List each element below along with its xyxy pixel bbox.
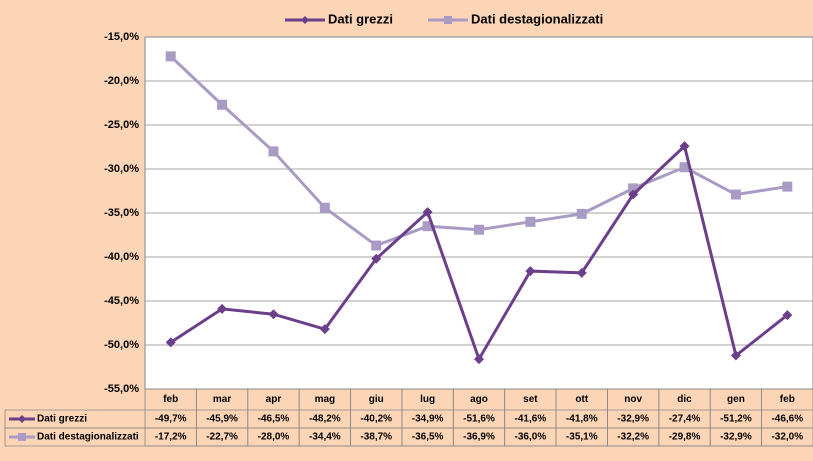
data-label: -27,4% bbox=[669, 414, 701, 425]
x-tick-label: mag bbox=[315, 394, 336, 405]
y-tick-label: -25,0% bbox=[104, 119, 139, 131]
x-tick-label: dic bbox=[677, 394, 692, 405]
data-label: -36,9% bbox=[463, 432, 495, 443]
legend-label: Dati grezzi bbox=[328, 11, 393, 26]
marker bbox=[679, 162, 690, 173]
marker bbox=[474, 354, 484, 365]
data-label: -36,5% bbox=[412, 432, 444, 443]
y-tick-label: -35,0% bbox=[104, 207, 139, 219]
marker bbox=[319, 202, 330, 213]
marker bbox=[525, 216, 536, 227]
data-label: -29,8% bbox=[669, 432, 701, 443]
x-tick-label: feb bbox=[780, 394, 795, 405]
marker bbox=[217, 303, 228, 314]
data-label: -32,2% bbox=[617, 432, 649, 443]
y-tick-label: -30,0% bbox=[104, 163, 139, 175]
marker bbox=[628, 189, 639, 200]
y-tick-label: -15,0% bbox=[104, 31, 139, 43]
data-label: -34,4% bbox=[309, 432, 341, 443]
x-tick-label: set bbox=[523, 394, 538, 405]
marker bbox=[525, 266, 536, 277]
data-label: -48,2% bbox=[309, 414, 341, 425]
marker bbox=[628, 183, 639, 194]
x-tick-label: lug bbox=[420, 394, 435, 405]
legend-marker bbox=[301, 16, 309, 24]
data-label: -41,8% bbox=[566, 414, 598, 425]
data-label: -22,7% bbox=[206, 432, 238, 443]
table-series-name: Dati grezzi bbox=[37, 414, 87, 425]
data-label: -32,9% bbox=[720, 432, 752, 443]
data-label: -28,0% bbox=[258, 432, 290, 443]
data-label: -51,6% bbox=[463, 414, 495, 425]
data-label: -46,5% bbox=[258, 414, 290, 425]
data-label: -35,1% bbox=[566, 432, 598, 443]
marker bbox=[782, 181, 793, 192]
data-label: -17,2% bbox=[155, 432, 187, 443]
marker bbox=[422, 207, 433, 218]
data-label: -51,2% bbox=[720, 414, 752, 425]
marker bbox=[730, 350, 741, 361]
legend-marker bbox=[18, 415, 26, 423]
data-label: -38,7% bbox=[360, 432, 392, 443]
legend-marker bbox=[18, 433, 26, 441]
x-tick-label: gen bbox=[727, 394, 745, 405]
y-tick-label: -50,0% bbox=[104, 339, 139, 351]
x-tick-label: apr bbox=[266, 394, 282, 405]
y-tick-label: -45,0% bbox=[104, 295, 139, 307]
marker bbox=[576, 267, 587, 278]
y-tick-label: -20,0% bbox=[104, 75, 139, 87]
data-label: -49,7% bbox=[155, 414, 187, 425]
data-label: -40,2% bbox=[360, 414, 392, 425]
marker bbox=[371, 240, 382, 251]
marker bbox=[679, 141, 690, 152]
x-tick-label: ott bbox=[575, 394, 588, 405]
data-label: -46,6% bbox=[771, 414, 803, 425]
marker bbox=[371, 253, 382, 264]
y-tick-label: -40,0% bbox=[104, 251, 139, 263]
x-tick-label: giu bbox=[369, 394, 384, 405]
marker bbox=[422, 221, 433, 232]
y-tick-label: -55,0% bbox=[104, 383, 139, 395]
data-label: -32,9% bbox=[617, 414, 649, 425]
data-label: -36,0% bbox=[515, 432, 547, 443]
marker bbox=[165, 51, 176, 62]
marker bbox=[474, 224, 484, 235]
x-tick-label: nov bbox=[624, 394, 642, 405]
x-tick-label: feb bbox=[163, 394, 178, 405]
legend-marker bbox=[444, 16, 453, 24]
marker bbox=[576, 208, 587, 219]
marker bbox=[165, 337, 176, 348]
x-tick-label: mar bbox=[213, 394, 231, 405]
x-tick-label: ago bbox=[470, 394, 488, 405]
marker bbox=[217, 99, 228, 110]
data-label: -32,0% bbox=[771, 432, 803, 443]
legend-label: Dati destagionalizzati bbox=[471, 11, 603, 26]
data-label: -45,9% bbox=[206, 414, 238, 425]
table-series-name: Dati destagionalizzati bbox=[37, 432, 139, 443]
marker bbox=[782, 310, 793, 321]
data-label: -34,9% bbox=[412, 414, 444, 425]
marker bbox=[268, 309, 279, 320]
marker bbox=[268, 146, 279, 157]
marker bbox=[319, 324, 330, 335]
data-label: -41,6% bbox=[515, 414, 547, 425]
data-table: feb mar apr mag giu lug ago set ott nov dic gen feb D… bbox=[4, 388, 813, 447]
marker bbox=[730, 189, 741, 200]
